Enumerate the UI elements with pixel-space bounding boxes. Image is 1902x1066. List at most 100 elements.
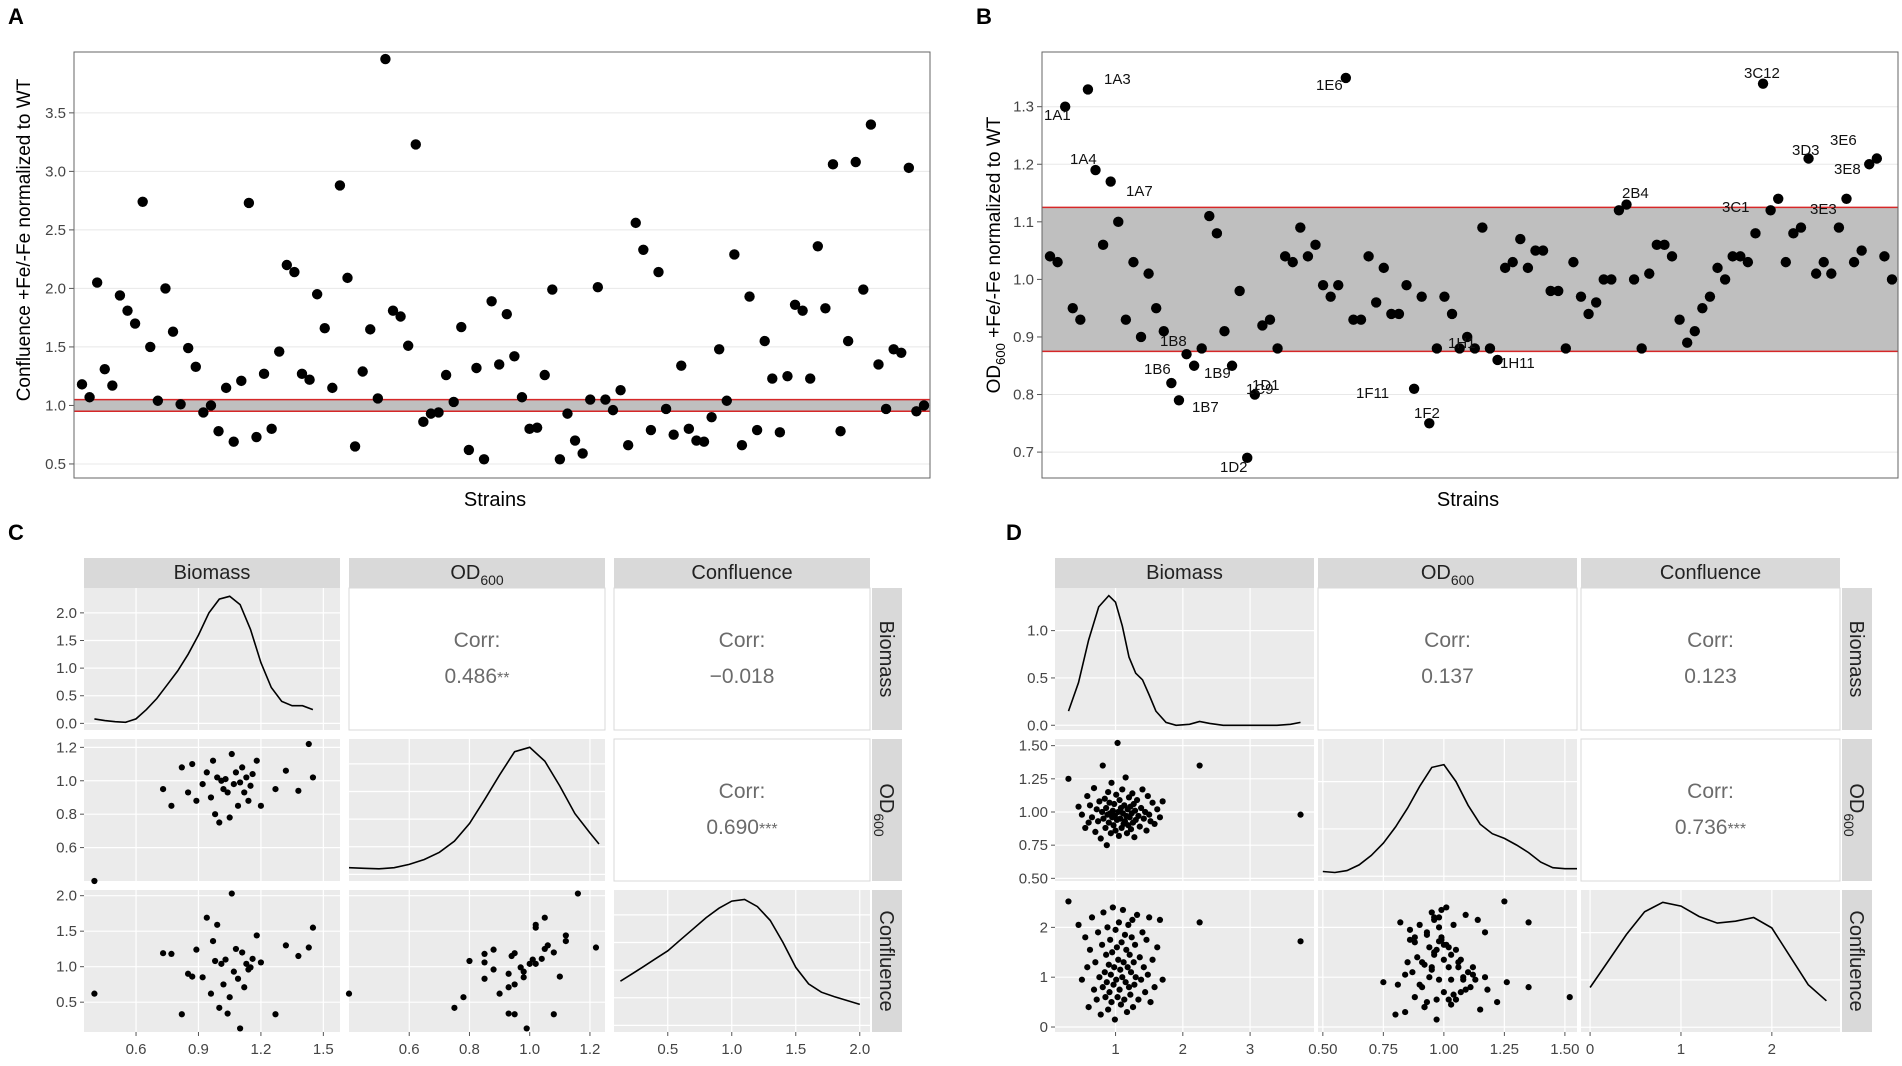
data-point xyxy=(1151,984,1158,991)
data-point xyxy=(160,283,171,294)
y-tick-label: 3.5 xyxy=(45,105,66,122)
y-tick-label: 0.7 xyxy=(1013,444,1034,461)
data-point xyxy=(380,53,391,65)
data-point xyxy=(1481,929,1489,936)
data-point xyxy=(1122,774,1129,781)
data-point xyxy=(1462,911,1469,919)
density-curve xyxy=(348,746,600,870)
data-point xyxy=(167,326,179,337)
data-point xyxy=(1100,909,1107,916)
data-point xyxy=(1279,251,1291,262)
data-point xyxy=(1211,228,1223,239)
data-point xyxy=(1097,239,1109,251)
x-tick-label: 0.75 xyxy=(1369,1041,1398,1058)
data-point xyxy=(1126,951,1133,958)
data-point xyxy=(168,950,175,958)
data-point xyxy=(266,423,277,435)
data-point xyxy=(713,344,725,355)
x-tick-label: 1.25 xyxy=(1490,1041,1519,1058)
data-point xyxy=(1084,964,1091,971)
data-point xyxy=(1109,807,1116,814)
data-point xyxy=(1082,934,1089,941)
data-point xyxy=(585,394,596,405)
data-point xyxy=(213,425,224,437)
data-point xyxy=(1450,991,1457,998)
facet-strip-top xyxy=(1055,558,1314,588)
data-point xyxy=(1431,951,1438,958)
data-point xyxy=(1416,291,1427,302)
data-point xyxy=(1530,245,1541,256)
data-point xyxy=(1333,279,1344,291)
data-point xyxy=(460,994,467,1001)
correlation-value: 0.690*** xyxy=(706,816,777,839)
data-point xyxy=(1127,969,1135,976)
data-point xyxy=(1423,931,1431,938)
data-point xyxy=(1156,814,1164,821)
data-point xyxy=(1140,964,1147,971)
data-point xyxy=(1474,916,1481,923)
data-point xyxy=(1380,979,1387,986)
data-point xyxy=(1295,222,1306,233)
data-point xyxy=(622,440,634,451)
density-curve xyxy=(1322,763,1577,874)
data-point xyxy=(189,760,196,768)
data-point xyxy=(1138,976,1145,983)
data-point xyxy=(1460,976,1467,983)
data-point xyxy=(184,789,192,796)
data-point xyxy=(1108,999,1115,1006)
data-point xyxy=(1117,815,1124,822)
data-point xyxy=(334,180,346,191)
data-point xyxy=(1757,78,1769,89)
data-point xyxy=(812,241,824,252)
data-point xyxy=(1499,262,1511,274)
data-point xyxy=(236,779,244,786)
data-point xyxy=(1462,331,1473,343)
data-point xyxy=(216,1004,223,1011)
data-point xyxy=(1110,822,1117,829)
data-point xyxy=(1112,926,1119,933)
data-point xyxy=(1467,984,1474,991)
data-point xyxy=(395,311,406,322)
data-point xyxy=(1393,308,1405,320)
data-point xyxy=(744,291,755,302)
data-point xyxy=(501,308,512,320)
data-point xyxy=(1712,262,1723,274)
data-point xyxy=(1122,979,1129,986)
data-point xyxy=(243,960,250,967)
data-point xyxy=(698,436,710,447)
data-point xyxy=(1879,251,1890,262)
data-point xyxy=(1537,245,1549,256)
facet-background xyxy=(1318,890,1577,1032)
data-point xyxy=(600,394,611,405)
correlation-value: 0.123 xyxy=(1684,665,1737,688)
data-point xyxy=(1242,452,1253,464)
facet-strip-label-top: OD600 xyxy=(450,562,504,588)
data-point xyxy=(1111,1016,1118,1023)
data-point xyxy=(1059,101,1071,112)
y-tick-label: 1.2 xyxy=(1013,156,1034,173)
data-point xyxy=(1401,279,1412,291)
data-point xyxy=(1886,274,1898,285)
point-label: 1D2 xyxy=(1220,459,1248,476)
data-point xyxy=(175,399,186,410)
correlation-cell xyxy=(613,738,871,882)
correlation-label: Corr: xyxy=(454,629,501,652)
plot-border xyxy=(1041,51,1899,479)
data-point xyxy=(683,423,695,435)
data-point xyxy=(653,266,664,278)
data-point xyxy=(1409,969,1416,976)
data-point xyxy=(1123,1008,1131,1016)
data-point xyxy=(1109,904,1116,911)
data-point xyxy=(193,946,200,953)
data-point xyxy=(880,403,892,415)
data-point xyxy=(1386,308,1397,320)
y-tick-label: 1.0 xyxy=(56,660,77,677)
point-label: 1A1 xyxy=(1044,107,1071,124)
point-label: 1F11 xyxy=(1356,385,1389,402)
x-tick-label: 1.5 xyxy=(785,1041,806,1058)
data-point xyxy=(1450,921,1457,928)
data-point xyxy=(178,1011,185,1018)
data-point xyxy=(168,802,175,809)
data-point xyxy=(1154,944,1161,951)
data-point xyxy=(544,942,551,949)
